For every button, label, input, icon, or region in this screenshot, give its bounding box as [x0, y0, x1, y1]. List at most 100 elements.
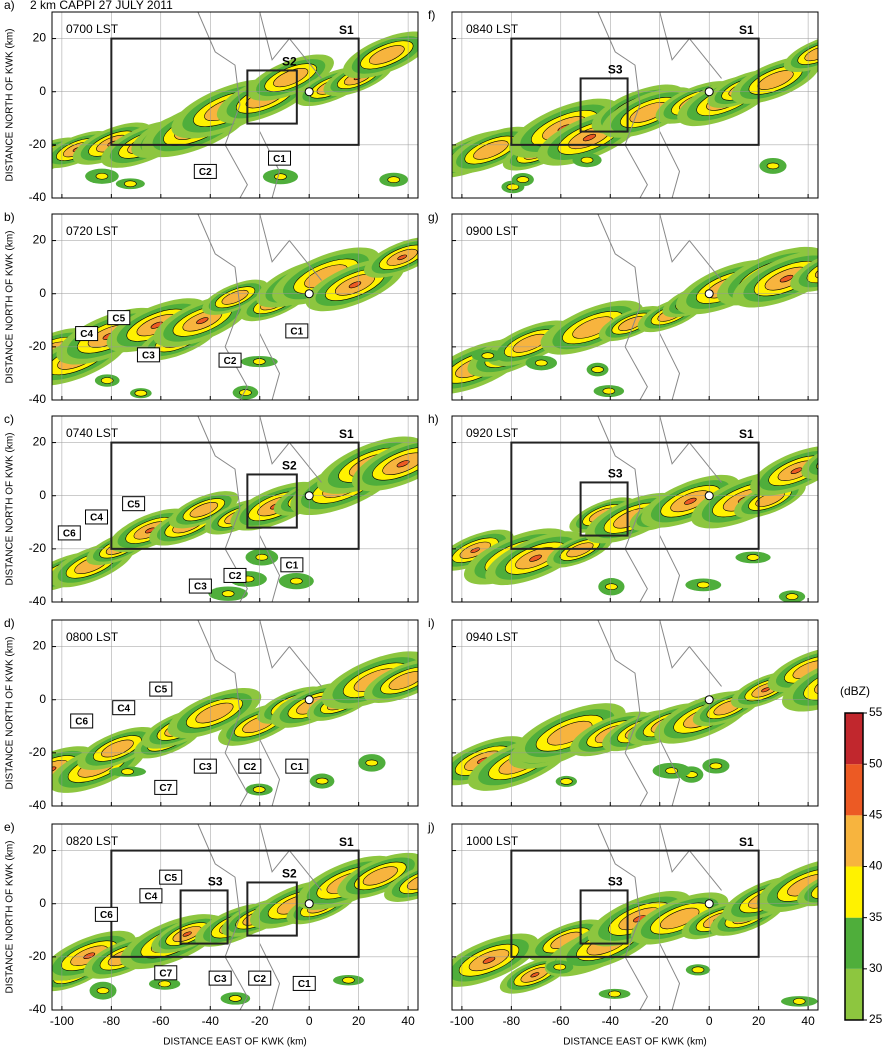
echo — [158, 980, 171, 988]
storm-label: C4 — [117, 703, 130, 714]
echo — [803, 664, 818, 701]
echo — [315, 777, 329, 785]
storm-label-box — [193, 758, 217, 774]
storm-label: C4 — [90, 513, 103, 524]
panel-frame — [451, 213, 819, 401]
radar-site — [704, 695, 714, 705]
panel-time: 1000 LST — [466, 834, 519, 848]
panel — [52, 12, 418, 198]
echo — [221, 590, 235, 597]
y-tick-label: -20 — [29, 339, 47, 353]
box-label: S1 — [739, 23, 754, 37]
echo — [348, 281, 362, 289]
echo — [659, 907, 700, 930]
y-tick-label: -40 — [29, 798, 47, 812]
echo — [605, 583, 618, 591]
storm-label: C6 — [100, 910, 113, 921]
x-tick-label: 0 — [306, 1014, 313, 1028]
panel-label: h) — [428, 412, 439, 426]
panel-time: 0920 LST — [466, 426, 519, 440]
panel-frame — [51, 619, 419, 807]
storm-label-box — [57, 525, 81, 541]
echo — [368, 45, 405, 65]
x-axis-label: DISTANCE EAST OF KWK (km) — [563, 1037, 707, 1048]
echo — [196, 317, 209, 325]
analysis-box — [579, 889, 629, 945]
echo — [397, 254, 408, 261]
echo — [96, 987, 110, 994]
x-tick-label: -100 — [50, 1014, 74, 1028]
y-axis-label: DISTANCE NORTH OF KWK (km) — [5, 231, 16, 384]
echo — [792, 998, 806, 1005]
echo — [252, 358, 266, 365]
storm-label-box — [107, 310, 131, 326]
echo — [121, 768, 134, 775]
x-tick-label: 20 — [752, 1014, 766, 1028]
echo — [387, 176, 400, 184]
y-tick-label: 20 — [33, 843, 47, 857]
storm-label-box — [208, 970, 232, 986]
storm-label-box — [292, 975, 316, 991]
storm-label: C1 — [290, 762, 303, 773]
storm-label: C3 — [214, 974, 227, 985]
echo — [709, 762, 723, 770]
echo — [482, 956, 496, 964]
panel — [452, 12, 818, 198]
figure-title: 2 km CAPPI 27 JULY 2011 — [30, 0, 173, 12]
y-tick-label: -40 — [29, 594, 47, 608]
storm-label-box — [85, 509, 109, 525]
storm-label: C6 — [75, 717, 88, 728]
storm-label-box — [285, 323, 309, 339]
panel-label: i) — [428, 616, 435, 630]
storm-label-box — [139, 888, 163, 904]
x-tick-label: -20 — [251, 1014, 269, 1028]
y-tick-label: 0 — [39, 488, 46, 502]
x-tick-label: -40 — [202, 1014, 220, 1028]
panel-time: 0740 LST — [66, 426, 119, 440]
analysis-box — [510, 37, 760, 146]
echo — [124, 180, 137, 188]
storm-label-box — [122, 496, 146, 512]
echo — [785, 593, 799, 600]
storm-label: C5 — [127, 499, 140, 510]
storm-label: C3 — [199, 762, 212, 773]
panel-label: g) — [428, 210, 439, 224]
x-tick-label: -100 — [450, 1014, 474, 1028]
storm-label: C7 — [159, 783, 172, 794]
echo — [580, 156, 594, 164]
panel-time: 0820 LST — [66, 834, 119, 848]
y-tick-label: 0 — [39, 84, 46, 98]
echo — [746, 554, 760, 561]
storm-label-box — [112, 700, 136, 716]
box-label: S1 — [339, 835, 354, 849]
storm-label: C1 — [290, 327, 303, 338]
y-tick-label: -40 — [29, 1002, 47, 1016]
storm-label-box — [154, 965, 178, 981]
storm-label: C5 — [164, 873, 177, 884]
analysis-box — [246, 881, 298, 937]
x-tick-label: -80 — [103, 1014, 121, 1028]
y-axis-label: DISTANCE NORTH OF KWK (km) — [5, 29, 16, 182]
box-label: S2 — [282, 55, 297, 69]
storm-label-box — [136, 347, 160, 363]
y-tick-label: 0 — [39, 286, 46, 300]
echo — [684, 497, 697, 505]
analysis-box — [510, 441, 760, 550]
panel — [52, 416, 418, 602]
echo — [406, 872, 418, 890]
echo — [362, 866, 398, 886]
storm-label-box — [75, 326, 99, 342]
storm-label-box — [154, 779, 178, 795]
echo — [582, 133, 597, 142]
panel-frame — [451, 823, 819, 1011]
x-tick-label: 0 — [706, 1014, 713, 1028]
storm-label-box — [285, 758, 309, 774]
box-label: S1 — [339, 23, 354, 37]
analysis-box — [246, 69, 298, 125]
panel-time: 0940 LST — [466, 630, 519, 644]
x-tick-label: -60 — [552, 1014, 570, 1028]
colorbar-tick-label: 25 — [869, 1012, 883, 1026]
panel-frame — [451, 415, 819, 603]
echo — [83, 952, 96, 960]
echo — [826, 266, 837, 274]
